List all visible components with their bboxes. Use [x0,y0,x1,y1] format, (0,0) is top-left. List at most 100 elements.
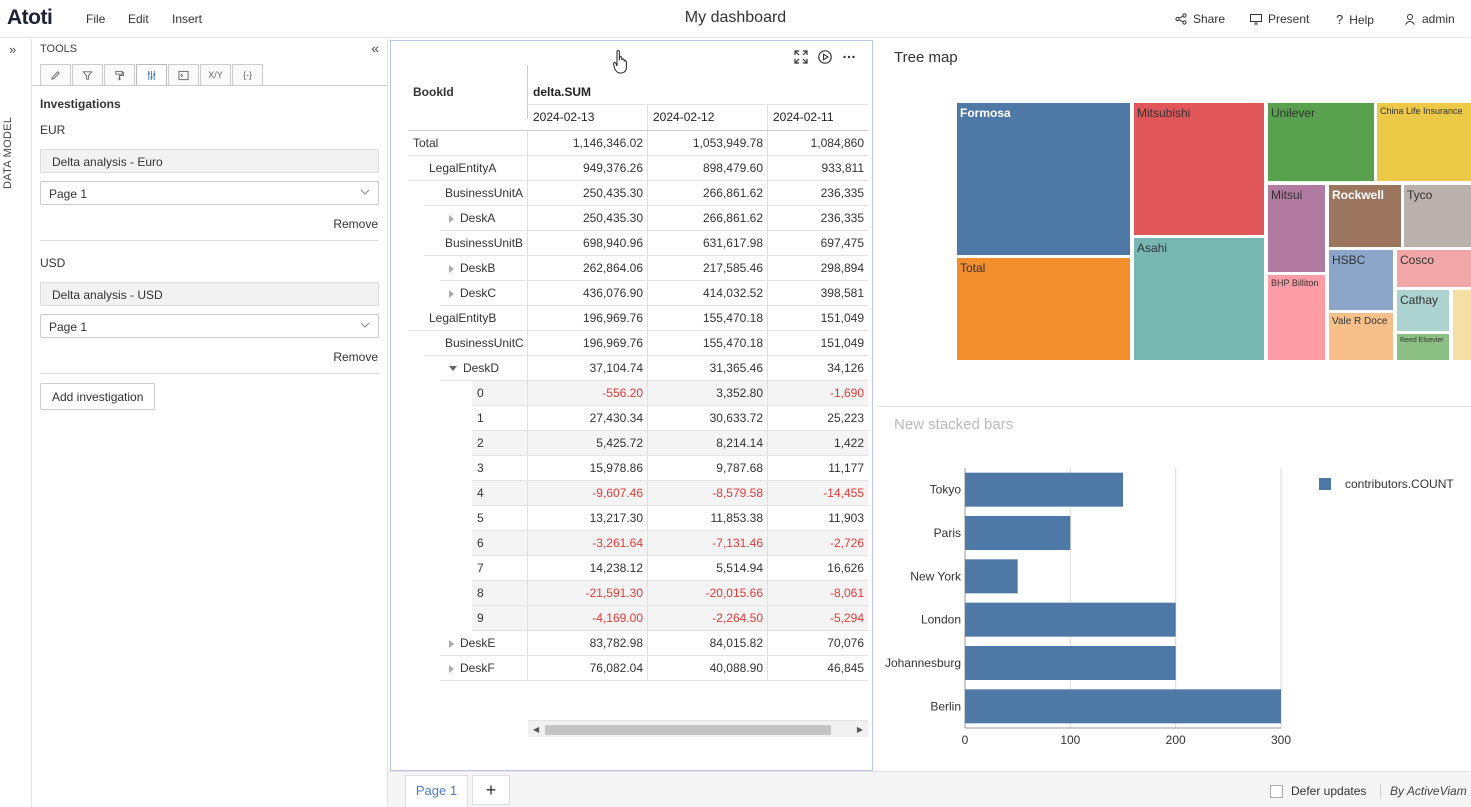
treemap-tile[interactable]: Mitsubishi [1134,103,1264,235]
row-label[interactable]: BusinessUnitC [408,331,527,356]
value-cell[interactable]: -21,591.30 [527,581,647,606]
value-cell[interactable]: 236,335 [767,181,868,206]
table-row[interactable]: 3 15,978.86 9,787.68 11,177 [408,456,868,481]
value-cell[interactable]: -4,169.00 [527,606,647,631]
date-header[interactable]: 2024-02-11 [773,110,834,124]
value-cell[interactable]: 37,104.74 [527,356,647,381]
expand-caret-icon[interactable] [449,639,454,648]
table-row[interactable]: BusinessUnitA 250,435.30 266,861.62 236,335 [408,181,868,206]
value-cell[interactable]: 25,223 [767,406,868,431]
value-cell[interactable]: 11,903 [767,506,868,531]
value-cell[interactable]: 9,787.68 [647,456,767,481]
treemap-tile[interactable]: Asahi [1134,238,1264,360]
bar[interactable] [965,689,1281,724]
tab-variables[interactable]: {-} [232,64,263,85]
value-cell[interactable]: -14,455 [767,481,868,506]
row-label[interactable]: 1 [408,406,527,431]
row-label[interactable]: 6 [408,531,527,556]
value-cell[interactable]: -5,294 [767,606,868,631]
play-icon[interactable] [818,50,832,64]
bar[interactable] [965,646,1176,680]
date-header[interactable]: 2024-02-12 [653,110,715,124]
value-cell[interactable]: 16,626 [767,556,868,581]
row-label[interactable]: 7 [408,556,527,581]
page-select-usd[interactable]: Page 1 [40,314,379,338]
row-label[interactable]: BusinessUnitB [408,231,527,256]
value-cell[interactable]: 151,049 [767,306,868,331]
value-cell[interactable]: 1,084,860 [767,131,868,156]
row-label[interactable]: Total [408,131,527,156]
app-logo[interactable]: Atoti [7,6,53,29]
table-row[interactable]: LegalEntityB 196,969.76 155,470.18 151,049 [408,306,868,331]
value-cell[interactable]: -556.20 [527,381,647,406]
value-cell[interactable]: 11,177 [767,456,868,481]
value-cell[interactable]: 262,864.06 [527,256,647,281]
value-cell[interactable]: 5,425.72 [527,431,647,456]
value-cell[interactable]: 1,146,346.02 [527,131,647,156]
bar[interactable] [965,559,1018,594]
value-cell[interactable]: 31,365.46 [647,356,767,381]
value-cell[interactable]: 217,585.46 [647,256,767,281]
treemap-tile[interactable]: Reed Elsevier [1397,334,1449,360]
measure-header[interactable]: delta.SUM [533,85,592,99]
value-cell[interactable]: 949,376.26 [527,156,647,181]
value-cell[interactable]: 3,352.80 [647,381,767,406]
value-cell[interactable]: 14,238.12 [527,556,647,581]
table-row[interactable]: 5 13,217.30 11,853.38 11,903 [408,506,868,531]
present-button[interactable]: Present [1250,12,1309,26]
value-cell[interactable]: 698,940.96 [527,231,647,256]
row-label[interactable]: 9 [408,606,527,631]
value-cell[interactable]: -2,264.50 [647,606,767,631]
treemap-tile[interactable]: Mitsui [1268,185,1325,272]
row-label[interactable]: DeskA [408,206,527,231]
page-select-eur[interactable]: Page 1 [40,181,379,205]
tab-query[interactable] [168,64,199,85]
value-cell[interactable]: 631,617.98 [647,231,767,256]
tab-format[interactable] [104,64,135,85]
page-tab-1[interactable]: Page 1 [405,775,468,807]
value-cell[interactable]: 15,978.86 [527,456,647,481]
help-button[interactable]: ? Help [1336,12,1374,27]
bar[interactable] [965,602,1176,637]
value-cell[interactable]: 11,853.38 [647,506,767,531]
table-row[interactable]: 0 -556.20 3,352.80 -1,690 [472,381,868,406]
table-row[interactable]: DeskC 436,076.90 414,032.52 398,581 [408,281,868,306]
treemap-tile[interactable]: Unilever [1268,103,1374,181]
more-options-icon[interactable] [842,50,856,64]
treemap-tile[interactable]: HSBC [1329,250,1393,310]
table-row[interactable]: 1 27,430.34 30,633.72 25,223 [408,406,868,431]
table-row[interactable]: DeskA 250,435.30 266,861.62 236,335 [408,206,868,231]
value-cell[interactable]: 196,969.76 [527,306,647,331]
value-cell[interactable]: 83,782.98 [527,631,647,656]
expand-caret-icon[interactable] [449,664,454,673]
value-cell[interactable]: 697,475 [767,231,868,256]
defer-updates-toggle[interactable]: Defer updates [1270,784,1366,798]
table-row[interactable]: 6 -3,261.64 -7,131.46 -2,726 [472,531,868,556]
expand-caret-icon[interactable] [449,214,454,223]
treemap-tile[interactable]: Vale R Doce [1329,313,1393,360]
fullscreen-icon[interactable] [794,50,808,64]
value-cell[interactable]: 250,435.30 [527,206,647,231]
row-label[interactable]: 8 [408,581,527,606]
value-cell[interactable]: 40,088.90 [647,656,767,681]
value-cell[interactable]: 414,032.52 [647,281,767,306]
value-cell[interactable]: 298,894 [767,256,868,281]
value-cell[interactable]: 155,470.18 [647,331,767,356]
row-label[interactable]: LegalEntityB [408,306,527,331]
pivot-table-widget[interactable]: BookId delta.SUM 2024-02-13 2024-02-12 2… [390,40,873,771]
user-menu[interactable]: admin [1404,12,1455,26]
legend-label[interactable]: contributors.COUNT [1345,477,1454,491]
row-label[interactable]: DeskB [408,256,527,281]
treemap-tile[interactable]: Tyco [1404,185,1471,247]
value-cell[interactable]: -8,061 [767,581,868,606]
row-label[interactable]: 4 [408,481,527,506]
expand-caret-icon[interactable] [449,289,454,298]
expand-caret-icon[interactable] [449,264,454,273]
table-row[interactable]: DeskD 37,104.74 31,365.46 34,126 [408,356,868,381]
table-row[interactable]: 9 -4,169.00 -2,264.50 -5,294 [472,606,868,631]
value-cell[interactable]: 5,514.94 [647,556,767,581]
menu-insert[interactable]: Insert [172,12,203,26]
value-cell[interactable]: 46,845 [767,656,868,681]
value-cell[interactable]: 898,479.60 [647,156,767,181]
table-row[interactable]: BusinessUnitB 698,940.96 631,617.98 697,475 [408,231,868,256]
